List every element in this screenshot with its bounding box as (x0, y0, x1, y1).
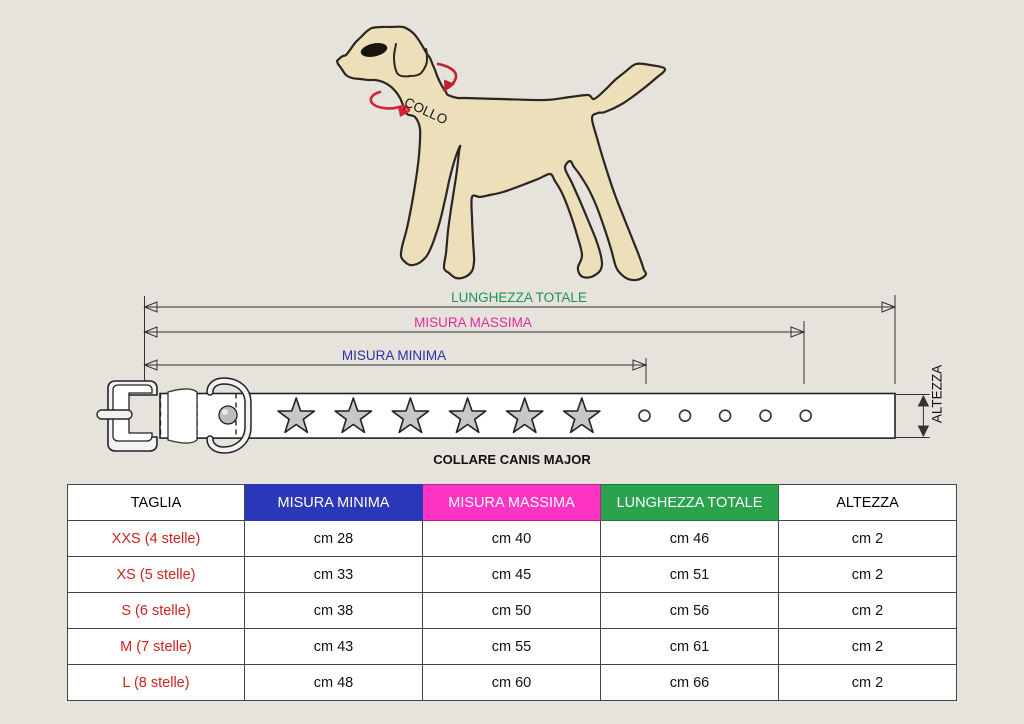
svg-text:ALTEZZA: ALTEZZA (929, 365, 944, 423)
